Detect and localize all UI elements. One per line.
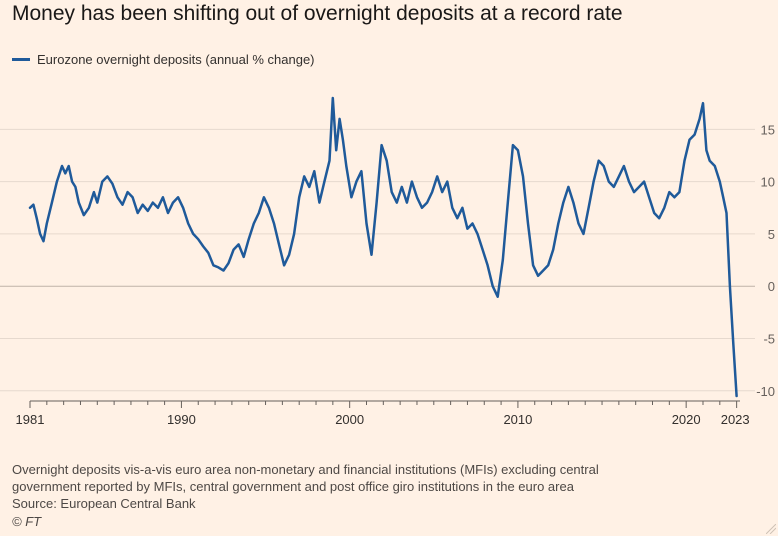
line-chart: 15 10 5 0 -5 -10 (0, 96, 775, 408)
y-tick-label: 0 (768, 279, 775, 294)
axes (29, 400, 740, 408)
chart-title: Money has been shifting out of overnight… (12, 2, 623, 25)
x-tick-label: 1990 (166, 412, 196, 427)
y-tick-label: 10 (761, 175, 775, 190)
series-line (28, 96, 738, 398)
gridlines (0, 128, 755, 392)
x-tick-label: 2023 (720, 412, 750, 427)
footnote-line-1: Overnight deposits vis-a-vis euro area n… (12, 462, 599, 477)
resize-grip-icon (766, 524, 776, 534)
footnote: Overnight deposits vis-a-vis euro area n… (12, 461, 752, 512)
x-tick-label: 1981 (15, 412, 45, 427)
source-note: Source: European Central Bank (12, 496, 196, 511)
x-tick-label: 2020 (671, 412, 701, 427)
ft-credit: © FT (12, 514, 42, 529)
legend-swatch (12, 58, 30, 61)
y-tick-label: -5 (763, 331, 775, 346)
series-layer (28, 96, 738, 398)
x-tick-label: 2000 (335, 412, 365, 427)
x-tick-label: 2010 (503, 412, 533, 427)
legend-label: Eurozone overnight deposits (annual % ch… (37, 52, 315, 67)
footnote-line-2: government reported by MFIs, central gov… (12, 479, 574, 494)
y-tick-label: -10 (756, 384, 775, 399)
tick-labels: 15 10 5 0 -5 -10 (756, 122, 775, 398)
y-tick-label: 15 (761, 122, 775, 137)
y-tick-label: 5 (768, 227, 775, 242)
legend: Eurozone overnight deposits (annual % ch… (12, 52, 315, 67)
